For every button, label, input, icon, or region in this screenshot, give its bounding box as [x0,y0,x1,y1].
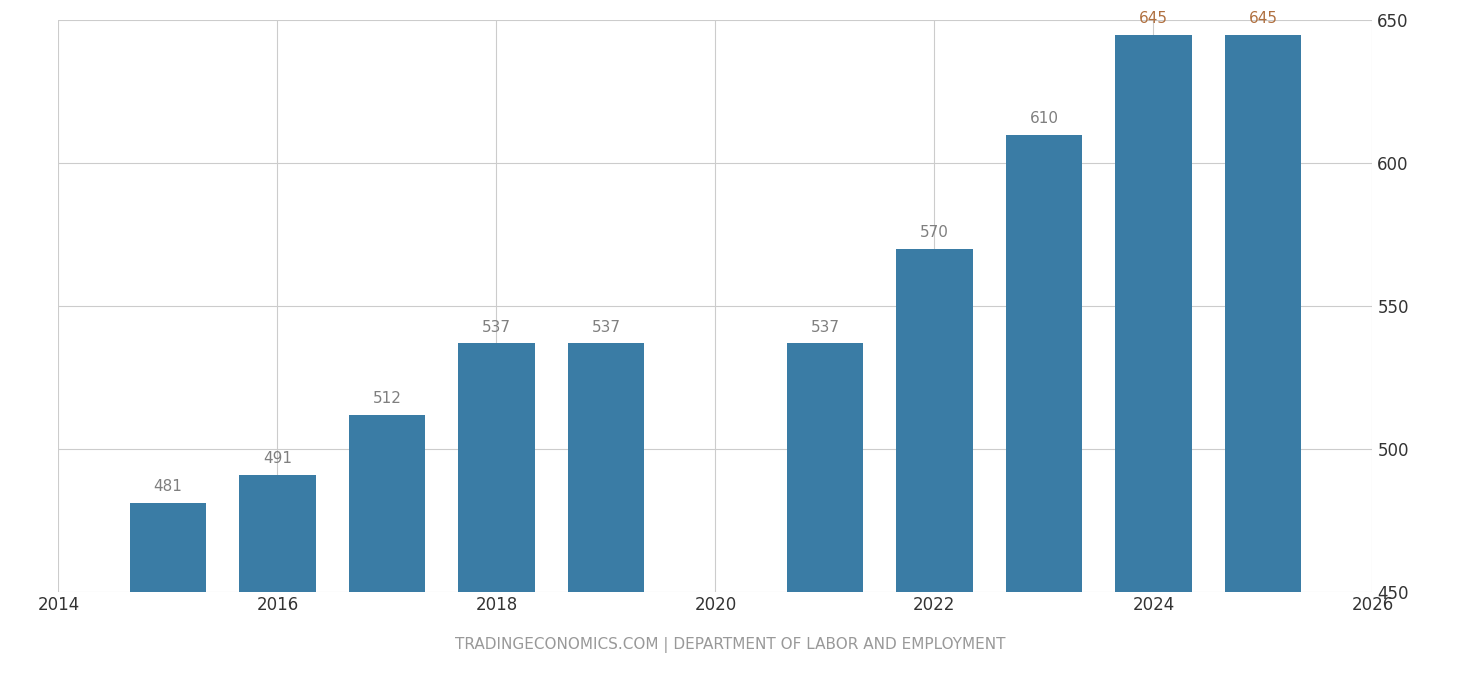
Bar [787,343,863,592]
Bar [1115,35,1191,592]
Bar [1006,135,1082,592]
Text: 512: 512 [372,391,402,406]
Text: 537: 537 [810,320,839,335]
Bar [568,343,644,592]
Text: 645: 645 [1139,11,1168,26]
Text: 537: 537 [482,320,511,335]
Bar [1225,35,1301,592]
Bar [896,249,972,592]
Bar [349,415,425,592]
Bar [458,343,534,592]
Text: TRADINGECONOMICS.COM | DEPARTMENT OF LABOR AND EMPLOYMENT: TRADINGECONOMICS.COM | DEPARTMENT OF LAB… [454,636,1006,653]
Bar [130,503,206,592]
Text: 645: 645 [1248,11,1278,26]
Text: 610: 610 [1029,111,1058,126]
Bar [239,475,315,592]
Text: 570: 570 [920,225,949,240]
Text: 537: 537 [591,320,620,335]
Text: 491: 491 [263,451,292,466]
Text: 481: 481 [153,479,182,494]
